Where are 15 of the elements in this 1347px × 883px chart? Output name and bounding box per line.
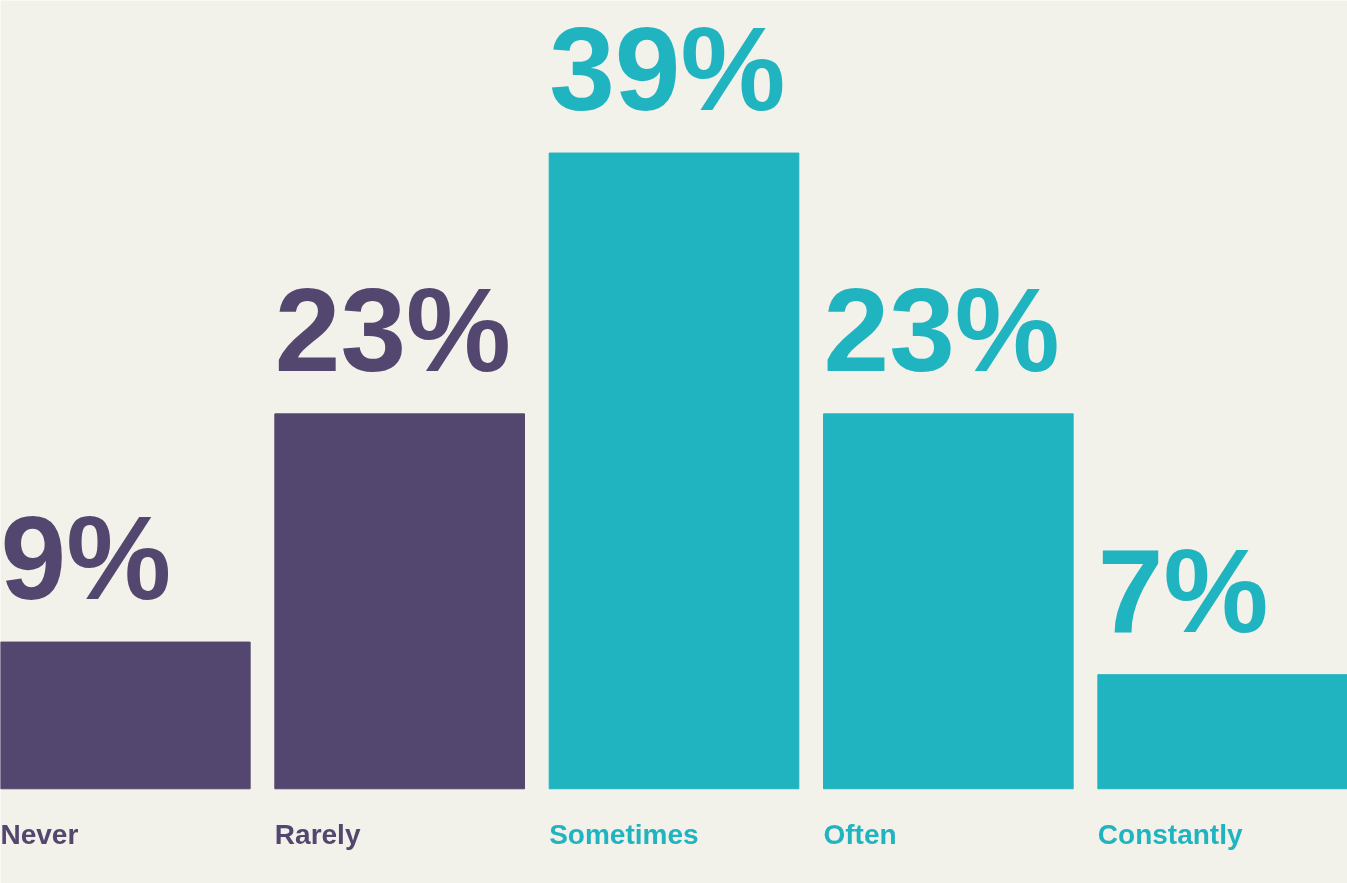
x-tick-label: Constantly: [1097, 818, 1243, 850]
data-label: 23%: [823, 263, 1060, 396]
bar: [548, 152, 800, 790]
x-tick-label: Never: [0, 818, 79, 850]
data-label: 39%: [549, 3, 786, 136]
bar: [823, 413, 1074, 790]
bar: [0, 641, 251, 790]
data-label: 7%: [1097, 524, 1269, 657]
bar: [274, 413, 525, 790]
x-tick-label: Often: [823, 818, 897, 850]
data-label: 23%: [274, 263, 512, 396]
bar: [1097, 674, 1347, 790]
x-tick-label: Rarely: [274, 818, 361, 850]
data-label: 9%: [0, 492, 172, 625]
x-tick-label: Sometimes: [549, 818, 699, 850]
